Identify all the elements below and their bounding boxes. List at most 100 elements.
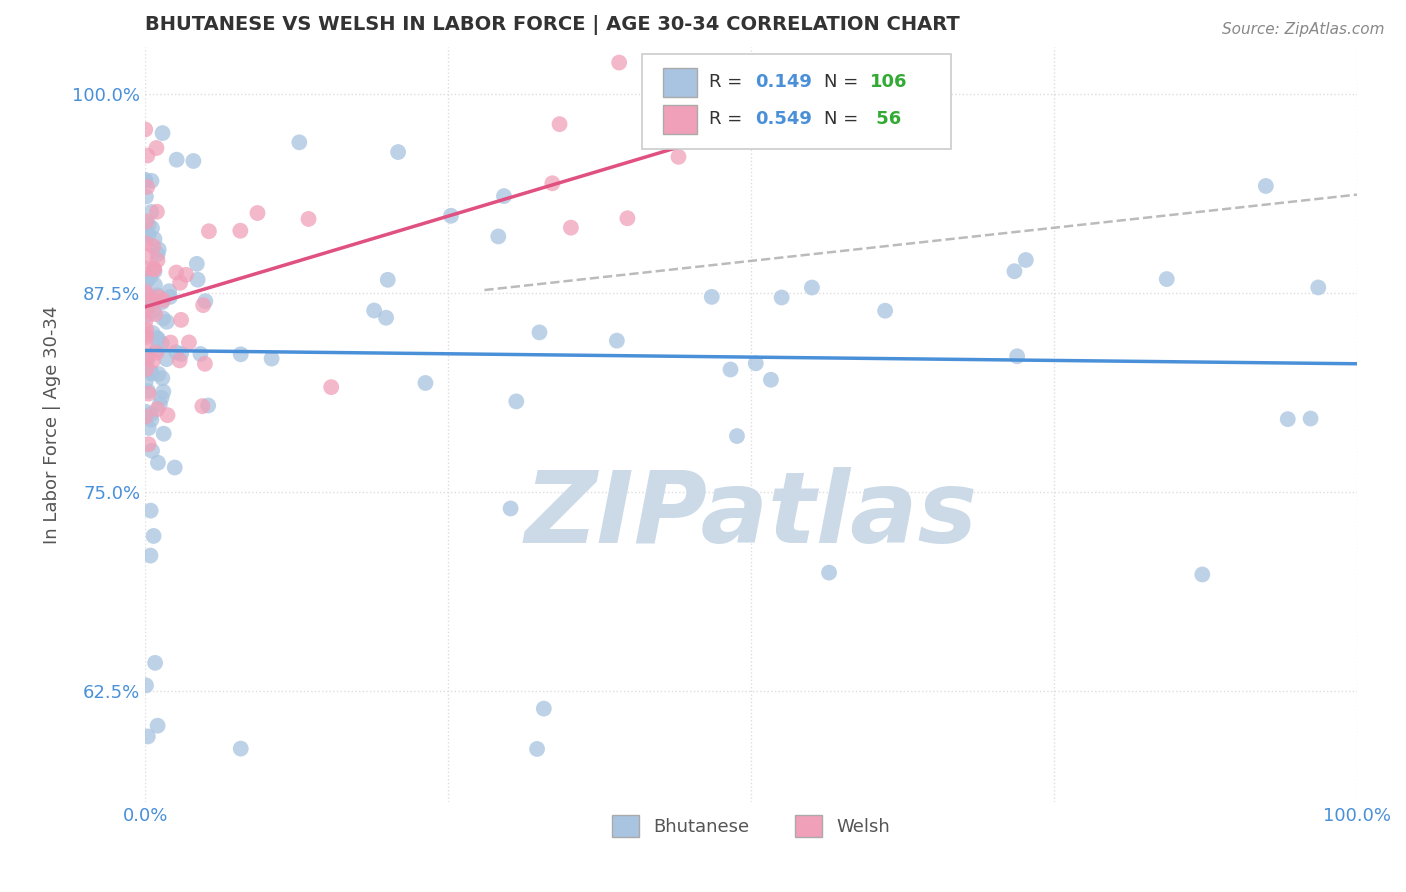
- Point: [146, 288, 169, 302]
- Point: [194, 294, 217, 309]
- Point: [152, 126, 174, 140]
- Point: [700, 290, 723, 304]
- Point: [1005, 349, 1028, 363]
- Point: [607, 55, 630, 70]
- Point: [136, 274, 159, 288]
- Point: [152, 384, 174, 399]
- Point: [136, 351, 159, 365]
- Point: [139, 549, 162, 563]
- Point: [149, 397, 172, 411]
- Point: [170, 347, 193, 361]
- Point: [136, 148, 159, 162]
- Point: [1191, 567, 1213, 582]
- Point: [159, 290, 181, 304]
- Point: [148, 243, 170, 257]
- Point: [526, 742, 548, 756]
- Bar: [662, 68, 696, 96]
- Point: [191, 399, 214, 413]
- Point: [135, 323, 157, 337]
- Point: [134, 315, 156, 329]
- Point: [138, 301, 160, 316]
- Point: [440, 209, 463, 223]
- Point: [135, 189, 157, 203]
- Point: [1254, 178, 1277, 193]
- Point: [143, 656, 166, 670]
- Point: [229, 224, 252, 238]
- Point: [194, 357, 217, 371]
- Point: [377, 273, 399, 287]
- Text: 0.149: 0.149: [755, 73, 811, 91]
- Text: R =: R =: [709, 111, 748, 128]
- Point: [141, 174, 163, 188]
- Point: [138, 308, 160, 322]
- Point: [138, 227, 160, 242]
- Point: [486, 229, 509, 244]
- Point: [134, 304, 156, 318]
- Point: [142, 303, 165, 318]
- Point: [770, 291, 793, 305]
- Point: [142, 293, 165, 308]
- Point: [134, 174, 156, 188]
- Point: [156, 315, 179, 329]
- Point: [606, 334, 628, 348]
- Point: [800, 280, 823, 294]
- Point: [548, 117, 571, 131]
- Point: [499, 501, 522, 516]
- Point: [166, 153, 188, 167]
- Point: [135, 287, 157, 301]
- Point: [1004, 264, 1026, 278]
- Point: [169, 276, 191, 290]
- Point: [529, 326, 551, 340]
- Point: [146, 331, 169, 345]
- Point: [135, 214, 157, 228]
- Point: [229, 347, 252, 361]
- Text: ZIPatlas: ZIPatlas: [524, 467, 977, 564]
- Point: [142, 353, 165, 368]
- Point: [141, 367, 163, 381]
- Point: [321, 380, 343, 394]
- Point: [134, 409, 156, 424]
- Point: [186, 257, 208, 271]
- Point: [139, 269, 162, 284]
- Point: [146, 343, 169, 357]
- Point: [229, 741, 252, 756]
- Text: N =: N =: [824, 73, 863, 91]
- Point: [136, 180, 159, 194]
- Text: 56: 56: [870, 111, 901, 128]
- Point: [135, 405, 157, 419]
- Point: [191, 298, 214, 312]
- Text: BHUTANESE VS WELSH IN LABOR FORCE | AGE 30-34 CORRELATION CHART: BHUTANESE VS WELSH IN LABOR FORCE | AGE …: [145, 15, 960, 35]
- Point: [165, 345, 187, 359]
- Point: [138, 386, 160, 401]
- Point: [134, 172, 156, 186]
- Legend: Bhutanese, Welsh: Bhutanese, Welsh: [603, 806, 898, 847]
- Point: [197, 399, 219, 413]
- Point: [135, 330, 157, 344]
- Y-axis label: In Labor Force | Age 30-34: In Labor Force | Age 30-34: [44, 305, 60, 543]
- Point: [150, 391, 173, 405]
- Point: [136, 730, 159, 744]
- Bar: [662, 105, 696, 134]
- Point: [146, 253, 169, 268]
- Point: [387, 145, 409, 159]
- Point: [157, 284, 180, 298]
- Point: [156, 408, 179, 422]
- Point: [260, 351, 283, 366]
- Point: [246, 206, 269, 220]
- Point: [134, 337, 156, 351]
- Point: [1308, 280, 1330, 294]
- Point: [415, 376, 437, 390]
- Point: [135, 678, 157, 692]
- Point: [174, 268, 197, 282]
- Point: [135, 375, 157, 389]
- Point: [134, 236, 156, 251]
- Point: [143, 232, 166, 246]
- Point: [150, 295, 173, 310]
- Point: [745, 356, 768, 370]
- Point: [135, 261, 157, 276]
- Point: [288, 136, 311, 150]
- Point: [533, 701, 555, 715]
- Point: [668, 150, 690, 164]
- Point: [177, 335, 200, 350]
- Point: [141, 412, 163, 426]
